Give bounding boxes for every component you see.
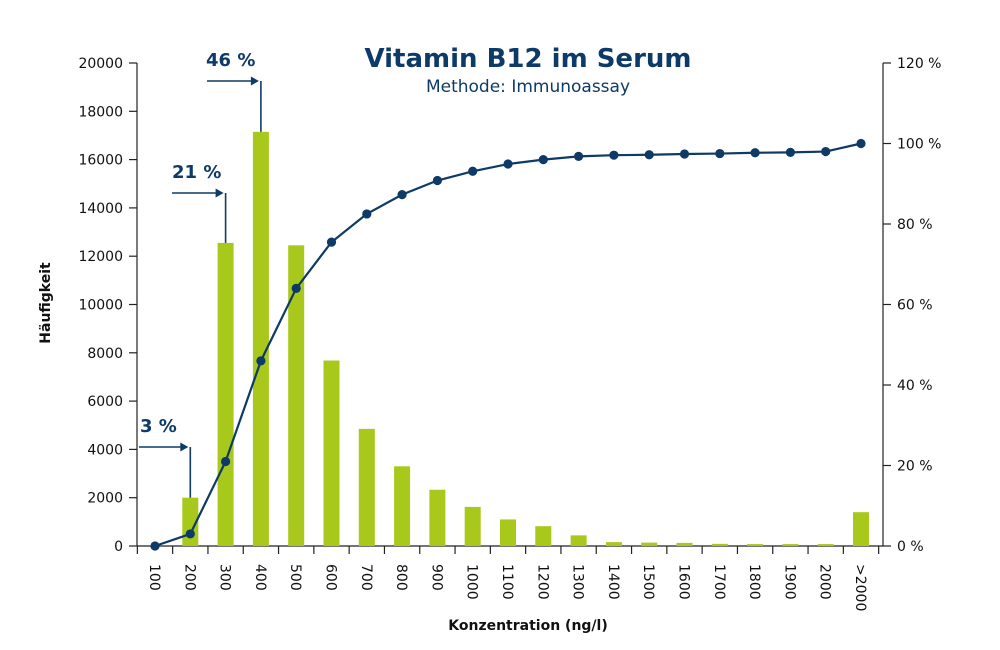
y-tick-label: 6000 — [87, 394, 123, 410]
y-tick-label: 2000 — [87, 491, 123, 507]
plot-area: 0 2000 4000 6000 8000 10000 12000 14000 16000 180… — [78, 50, 941, 611]
annotation-label: 21 % — [172, 162, 221, 183]
y2-tick-label: 60 % — [897, 298, 933, 314]
x-tick-label: 300 — [217, 564, 233, 591]
y-tick-label: 4000 — [87, 442, 123, 458]
y-axis-label: Häufigkeit — [38, 262, 54, 344]
bar — [429, 489, 446, 546]
y-tick-label: 0 — [114, 539, 123, 555]
cumulative-point — [538, 155, 548, 165]
bar — [288, 245, 305, 546]
x-tick-label: 1400 — [605, 564, 621, 600]
cumulative-point — [609, 150, 619, 160]
cumulative-point — [679, 149, 690, 159]
bar — [817, 544, 834, 546]
x-tick-label: 600 — [323, 564, 339, 591]
cumulative-point — [644, 150, 654, 160]
y-tick-label: 20000 — [78, 56, 123, 72]
y2-tick-label: 120 % — [897, 56, 941, 72]
annotation-arrow-head — [180, 442, 189, 452]
cumulative-point — [362, 209, 372, 219]
y-tick-label: 10000 — [78, 298, 123, 314]
cumulative-point — [150, 541, 160, 551]
y-tick-label: 14000 — [78, 201, 123, 217]
x-tick-label: 1000 — [464, 564, 480, 600]
bar — [217, 242, 234, 547]
bar — [853, 512, 869, 546]
y2-tick-label: 100 % — [897, 137, 941, 153]
cumulative-point — [432, 175, 442, 186]
bar — [747, 544, 764, 546]
x-tick-label: 1500 — [640, 564, 656, 600]
cumulative-point — [785, 147, 796, 157]
y2-tick-label: 40 % — [897, 378, 933, 394]
x-tick-label: 1200 — [534, 564, 550, 600]
cumulative-point — [856, 138, 866, 149]
x-tick-label: 1800 — [746, 564, 762, 600]
bar — [252, 131, 269, 546]
x-tick-label: 1300 — [570, 564, 586, 600]
x-tick-label: 900 — [428, 564, 444, 591]
bar — [500, 519, 516, 546]
x-tick-label: 800 — [393, 564, 409, 591]
cumulative-point — [821, 146, 831, 157]
bar — [782, 544, 799, 546]
bar — [605, 542, 622, 546]
y2-tick-label: 80 % — [897, 217, 933, 233]
cumulative-point — [185, 529, 195, 539]
y-tick-label: 12000 — [78, 249, 123, 265]
chart-subtitle: Methode: Immunoassay — [426, 77, 630, 97]
y2-tick-label: 20 % — [897, 459, 933, 475]
x-tick-label: 100 — [146, 564, 162, 591]
bar — [570, 535, 587, 546]
x-tick-label: >2000 — [852, 564, 868, 611]
cumulative-point — [256, 356, 266, 366]
annotation-label: 46 % — [206, 50, 255, 71]
y-tick-label: 18000 — [78, 104, 123, 120]
cumulative-point — [468, 166, 478, 176]
y2-tick-label: 0 % — [897, 539, 924, 555]
x-tick-label: 500 — [287, 564, 303, 591]
cumulative-point — [326, 237, 337, 247]
cumulative-point — [750, 148, 760, 158]
y-tick-label: 16000 — [78, 153, 123, 169]
annotation-arrow-head — [215, 188, 224, 198]
x-tick-label: 400 — [252, 564, 268, 591]
chart-title: Vitamin B12 im Serum — [364, 44, 691, 74]
cumulative-point — [503, 159, 513, 169]
cumulative-point — [715, 148, 725, 159]
bar — [641, 542, 658, 546]
cumulative-point — [221, 456, 231, 467]
bar — [394, 466, 411, 546]
bar — [464, 506, 481, 546]
annotation-arrow-head — [250, 76, 259, 86]
cumulative-point — [291, 283, 301, 293]
x-tick-label: 1600 — [676, 564, 692, 600]
x-tick-label: 1900 — [781, 564, 797, 600]
bar — [323, 360, 340, 546]
cumulative-point — [574, 151, 584, 161]
x-tick-label: 1700 — [711, 564, 727, 600]
y-tick-label: 8000 — [87, 346, 123, 362]
bar — [676, 542, 693, 546]
cumulative-point — [397, 190, 407, 200]
bar — [535, 526, 552, 546]
x-axis-label: Konzentration (ng/l) — [448, 618, 608, 634]
x-tick-label: 700 — [358, 564, 374, 591]
annotation-label: 3 % — [140, 416, 177, 437]
x-tick-label: 200 — [181, 564, 197, 591]
bar — [358, 428, 375, 546]
x-tick-label: 2000 — [817, 564, 833, 600]
bar — [711, 543, 728, 546]
x-tick-label: 1100 — [499, 564, 515, 600]
